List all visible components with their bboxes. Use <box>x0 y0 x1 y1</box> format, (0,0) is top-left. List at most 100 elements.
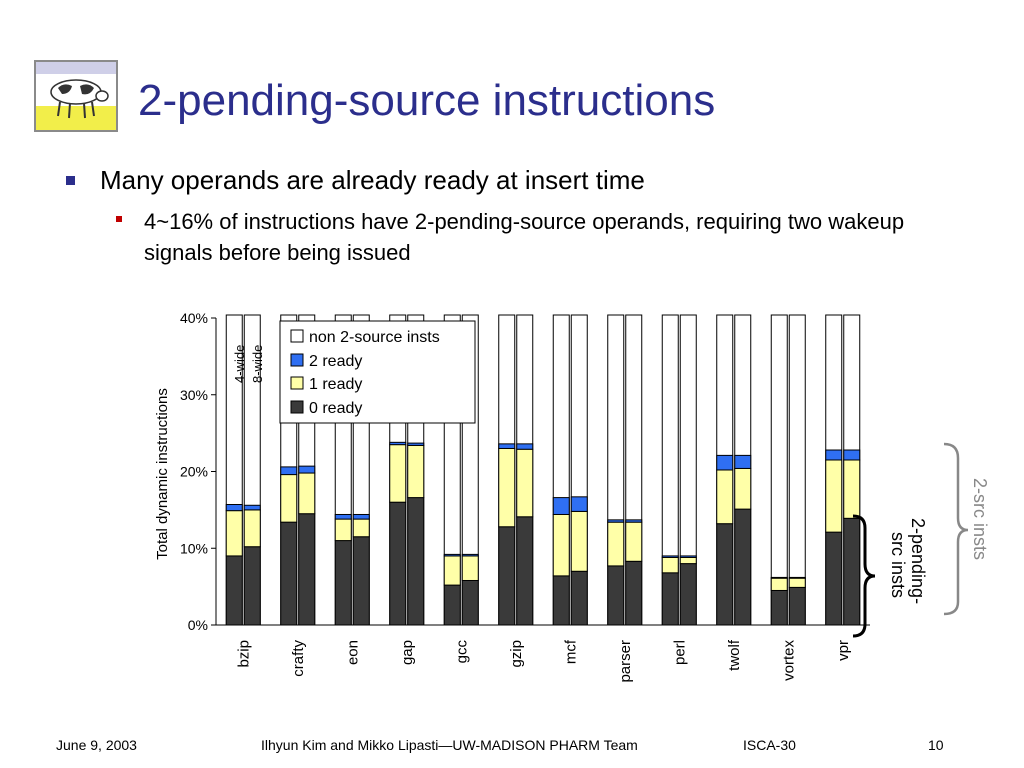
bar-eon-4wide-zero-ready <box>334 540 352 626</box>
bar-gap-8wide-one-ready <box>407 444 425 499</box>
bar-label-8wide: 8-wide <box>250 345 265 383</box>
bar-gcc-8wide-two-ready <box>461 553 479 557</box>
legend-item-0-ready: 0 ready <box>309 400 362 417</box>
bar-crafty-4wide-zero-ready <box>280 521 298 626</box>
x-tick-label: perl <box>671 640 688 665</box>
bar-gcc-4wide-one-ready <box>443 555 461 586</box>
sub-bullet-square-icon <box>116 216 122 222</box>
x-tick-label: twolf <box>726 639 743 671</box>
bar-mcf-8wide-zero-ready <box>570 570 588 626</box>
cow-logo <box>34 60 118 132</box>
bar-perl-8wide-one-ready <box>679 556 697 565</box>
bar-mcf-8wide-two-ready <box>570 496 588 512</box>
cow-logo-icon <box>36 62 116 130</box>
bar-parser-8wide-two-ready <box>625 519 643 523</box>
y-tick-label: 30% <box>180 387 208 403</box>
legend-item-1-ready: 1 ready <box>309 376 362 393</box>
bar-eon-8wide-one-ready <box>352 518 370 538</box>
bar-crafty-8wide-one-ready <box>298 472 316 515</box>
bar-perl-8wide-two-ready <box>679 555 697 558</box>
bar-parser-4wide-one-ready <box>607 521 625 567</box>
bar-bzip-8wide-two-ready <box>243 504 261 511</box>
bar-twolf-8wide-one-ready <box>734 467 752 510</box>
legend-swatch-1-ready <box>290 376 304 390</box>
footer-date: June 9, 2003 <box>56 737 137 753</box>
legend-item-non-2src: non 2-source insts <box>309 329 440 346</box>
x-tick-label: gap <box>399 640 416 665</box>
bar-twolf-8wide-zero-ready <box>734 508 752 626</box>
bar-crafty-8wide-zero-ready <box>298 513 316 626</box>
brace-inner-label-line1: 2-pending- <box>908 518 928 604</box>
bar-bzip-8wide-zero-ready <box>243 546 261 626</box>
x-tick-label: vortex <box>780 640 797 681</box>
bar-eon-4wide-two-ready <box>334 513 352 520</box>
bar-eon-8wide-two-ready <box>352 513 370 520</box>
bar-label-4wide: 4-wide <box>232 345 247 383</box>
bar-gap-4wide-one-ready <box>389 444 407 503</box>
bar-gap-4wide-zero-ready <box>389 501 407 626</box>
bar-vortex-8wide-zero-ready <box>788 586 806 626</box>
brace-inner-icon <box>852 514 876 638</box>
bar-gzip-8wide-one-ready <box>516 448 534 518</box>
bar-gcc-8wide-zero-ready <box>461 579 479 626</box>
bar-perl-4wide-zero-ready <box>661 572 679 626</box>
bar-gzip-8wide-zero-ready <box>516 516 534 626</box>
bar-parser-8wide-one-ready <box>625 521 643 562</box>
bar-gzip-4wide-two-ready <box>498 443 516 449</box>
bar-mcf-4wide-two-ready <box>552 497 570 515</box>
bar-mcf-4wide-zero-ready <box>552 575 570 626</box>
y-axis: 0% 10% 20% 30% 40% <box>180 310 217 633</box>
y-tick-label: 40% <box>180 310 208 326</box>
bar-twolf-8wide-two-ready <box>734 454 752 469</box>
bullet-primary: Many operands are already ready at inser… <box>100 165 645 195</box>
bar-gzip-4wide-zero-ready <box>498 526 516 626</box>
legend-swatch-non-2src <box>290 329 304 343</box>
bar-parser-4wide-two-ready <box>607 519 625 523</box>
bar-perl-4wide-two-ready <box>661 555 679 558</box>
footer-page-number: 10 <box>928 737 944 753</box>
bar-gcc-4wide-zero-ready <box>443 584 461 626</box>
brace-outer-icon <box>943 442 969 616</box>
brace-outer-label: 2-src insts <box>970 478 990 560</box>
bar-vpr-4wide-zero-ready <box>825 531 843 626</box>
bar-vortex-8wide-one-ready <box>788 577 806 588</box>
bar-vpr-4wide-one-ready <box>825 459 843 533</box>
footer-authors: Ilhyun Kim and Mikko Lipasti—UW-MADISON … <box>261 737 638 753</box>
bullet-square-icon <box>66 176 75 185</box>
x-tick-label: eon <box>344 640 361 665</box>
y-tick-label: 20% <box>180 464 208 480</box>
x-tick-label: parser <box>617 640 634 683</box>
footer-venue: ISCA-30 <box>743 737 796 753</box>
bar-parser-4wide-zero-ready <box>607 565 625 626</box>
bar-mcf-4wide-one-ready <box>552 513 570 577</box>
x-tick-label: bzip <box>235 640 252 668</box>
bar-eon-4wide-one-ready <box>334 518 352 542</box>
bar-vortex-4wide-two-ready <box>770 576 788 579</box>
bar-crafty-4wide-one-ready <box>280 474 298 523</box>
x-axis: bzip crafty eon gap gcc gzip mcf parser perl twol… <box>216 624 870 683</box>
bar-perl-8wide-zero-ready <box>679 563 697 626</box>
brace-inner-label-line2: src insts <box>888 532 908 598</box>
bar-vpr-8wide-one-ready <box>843 459 861 519</box>
bar-twolf-4wide-one-ready <box>716 469 734 525</box>
bar-vortex-4wide-zero-ready <box>770 589 788 626</box>
bar-vortex-8wide-two-ready <box>788 576 806 579</box>
bar-parser-8wide-zero-ready <box>625 560 643 626</box>
bar-gcc-8wide-one-ready <box>461 555 479 581</box>
bar-bzip-4wide-zero-ready <box>225 555 243 626</box>
x-tick-label: gcc <box>453 640 470 664</box>
x-tick-label: mcf <box>562 639 579 664</box>
bar-eon-8wide-zero-ready <box>352 536 370 626</box>
bar-gzip-8wide-two-ready <box>516 443 534 450</box>
bar-vortex-4wide-one-ready <box>770 577 788 591</box>
bar-gcc-4wide-two-ready <box>443 553 461 557</box>
legend-item-2-ready: 2 ready <box>309 353 362 370</box>
y-axis-label: Total dynamic instructions <box>154 388 171 560</box>
legend-swatch-2-ready <box>290 353 304 367</box>
bar-vpr-8wide-zero-ready <box>843 517 861 626</box>
x-tick-label: gzip <box>508 640 525 668</box>
bar-bzip-4wide-two-ready <box>225 504 243 512</box>
slide-title: 2-pending-source instructions <box>138 76 716 125</box>
y-tick-label: 10% <box>180 540 208 556</box>
bar-gap-8wide-zero-ready <box>407 497 425 626</box>
